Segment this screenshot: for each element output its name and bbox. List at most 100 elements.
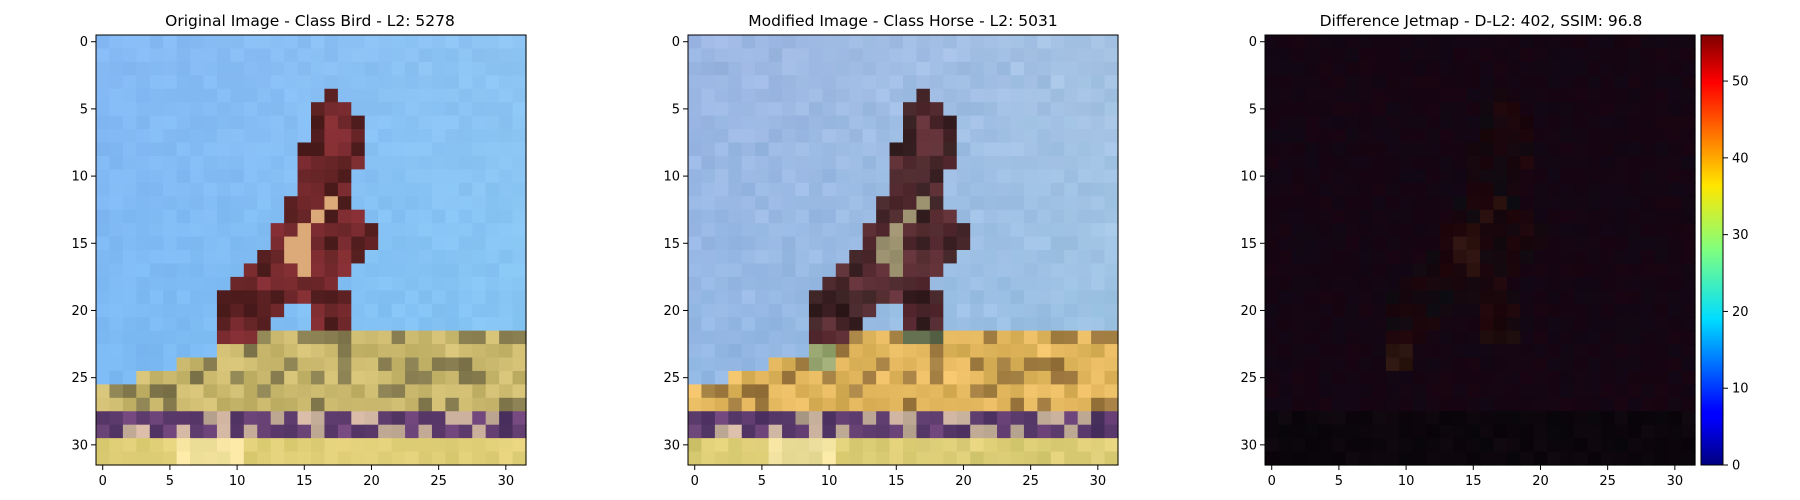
pixel-cell	[1385, 115, 1400, 130]
pixel-cell	[1332, 142, 1347, 157]
pixel-cell	[929, 357, 944, 372]
pixel-cell	[889, 411, 904, 426]
pixel-cell	[1091, 155, 1106, 170]
pixel-cell	[1064, 451, 1079, 466]
pixel-cell	[1278, 438, 1293, 453]
pixel-cell	[970, 276, 985, 291]
pixel-cell	[728, 397, 743, 412]
pixel-cell	[405, 102, 420, 117]
pixel-cell	[1466, 451, 1481, 466]
pixel-cell	[862, 182, 877, 197]
pixel-cell	[983, 196, 998, 211]
pixel-cell	[1654, 250, 1669, 265]
pixel-cell	[1037, 182, 1052, 197]
pixel-cell	[997, 250, 1012, 265]
pixel-cell	[876, 384, 891, 399]
pixel-cell	[943, 290, 958, 305]
pixel-cell	[1453, 357, 1468, 372]
pixel-cell	[1506, 169, 1521, 184]
pixel-cell	[983, 451, 998, 466]
pixel-cell	[1291, 169, 1306, 184]
pixel-cell	[1359, 330, 1374, 345]
pixel-cell	[1305, 102, 1320, 117]
pixel-cell	[405, 236, 420, 251]
pixel-cell	[1359, 397, 1374, 412]
pixel-cell	[499, 75, 514, 90]
pixel-cell	[485, 236, 500, 251]
pixel-cell	[270, 411, 285, 426]
pixel-cell	[1023, 250, 1038, 265]
pixel-cell	[956, 48, 971, 63]
pixel-cell	[1291, 290, 1306, 305]
pixel-cell	[929, 223, 944, 238]
pixel-cell	[768, 276, 783, 291]
pixel-cell	[1359, 384, 1374, 399]
pixel-cell	[1050, 330, 1065, 345]
pixel-cell	[1305, 438, 1320, 453]
pixel-cell	[431, 263, 446, 278]
pixel-cell	[876, 223, 891, 238]
pixel-cell	[1668, 411, 1683, 426]
pixel-cell	[1372, 142, 1387, 157]
pixel-cell	[1385, 344, 1400, 359]
pixel-cell	[512, 182, 527, 197]
pixel-cell	[1426, 411, 1441, 426]
pixel-cell	[499, 397, 514, 412]
pixel-cell	[1050, 236, 1065, 251]
pixel-cell	[324, 61, 339, 76]
pixel-cell	[136, 35, 151, 50]
pixel-cell	[688, 357, 703, 372]
pixel-cell	[688, 35, 703, 50]
pixel-cell	[876, 61, 891, 76]
pixel-cell	[1318, 115, 1333, 130]
pixel-cell	[728, 155, 743, 170]
pixel-cell	[378, 344, 393, 359]
pixel-cell	[1064, 397, 1079, 412]
pixel-cell	[768, 250, 783, 265]
pixel-cell	[1010, 182, 1025, 197]
pixel-cell	[688, 344, 703, 359]
pixel-cell	[929, 397, 944, 412]
pixel-cell	[1520, 61, 1535, 76]
pixel-cell	[284, 182, 299, 197]
pixel-cell	[472, 370, 487, 385]
pixel-cell	[1681, 370, 1696, 385]
pixel-cell	[903, 223, 918, 238]
pixel-cell	[795, 370, 810, 385]
pixel-cell	[970, 451, 985, 466]
pixel-cell	[284, 129, 299, 144]
pixel-cell	[337, 451, 352, 466]
pixel-cell	[1668, 223, 1683, 238]
pixel-cell	[1520, 236, 1535, 251]
pixel-cell	[257, 303, 272, 318]
pixel-cell	[1265, 330, 1280, 345]
pixel-cell	[431, 290, 446, 305]
pixel-cell	[983, 370, 998, 385]
pixel-cell	[472, 61, 487, 76]
pixel-cell	[1077, 263, 1092, 278]
pixel-cell	[1506, 196, 1521, 211]
pixel-cell	[1104, 263, 1119, 278]
pixel-cell	[889, 290, 904, 305]
pixel-cell	[284, 75, 299, 90]
pixel-cell	[1641, 75, 1656, 90]
pixel-cell	[929, 276, 944, 291]
pixel-cell	[391, 61, 406, 76]
pixel-cell	[1359, 411, 1374, 426]
pixel-cell	[1332, 102, 1347, 117]
pixel-cell	[1318, 384, 1333, 399]
pixel-cell	[431, 169, 446, 184]
pixel-cell	[311, 236, 326, 251]
pixel-cell	[795, 48, 810, 63]
pixel-cell	[1453, 129, 1468, 144]
pixel-cell	[1600, 75, 1615, 90]
pixel-cell	[782, 236, 797, 251]
pixel-cell	[203, 276, 218, 291]
pixel-cell	[96, 397, 111, 412]
pixel-cell	[311, 317, 326, 332]
pixel-cell	[956, 35, 971, 50]
pixel-cell	[1466, 155, 1481, 170]
pixel-cell	[701, 75, 716, 90]
pixel-cell	[1399, 182, 1414, 197]
pixel-cell	[458, 75, 473, 90]
